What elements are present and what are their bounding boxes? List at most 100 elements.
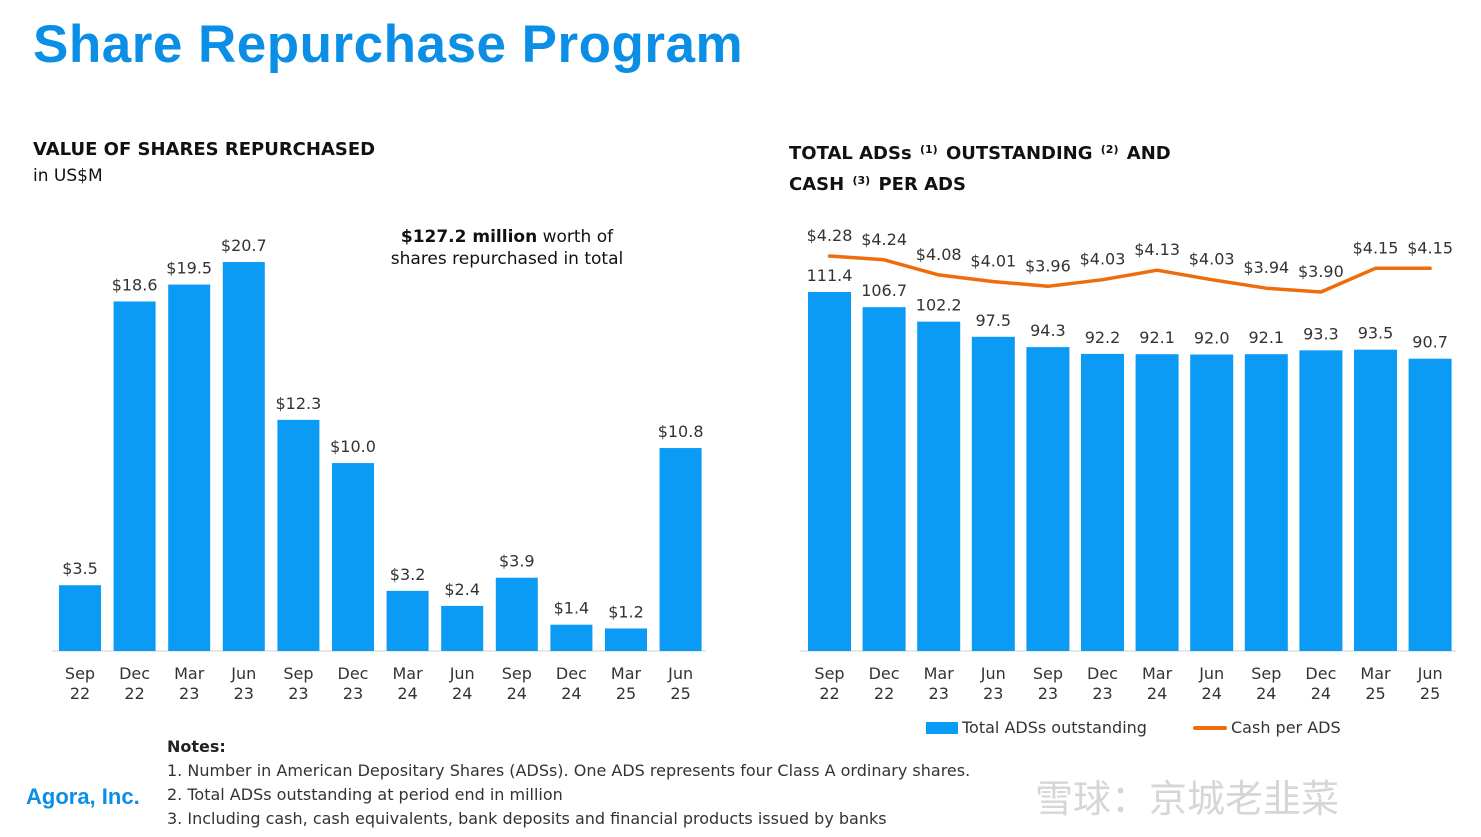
bar — [113, 301, 156, 651]
bar — [1135, 354, 1179, 651]
x-tick-label: 24 — [507, 684, 527, 703]
x-tick-label: 23 — [983, 684, 1003, 703]
x-tick-label: 22 — [819, 684, 839, 703]
x-tick-label: 23 — [234, 684, 254, 703]
legend-bar-entry: Total ADSs outstanding — [926, 718, 1147, 737]
annotation-text-line2: shares repurchased in total — [390, 249, 624, 269]
line-value-label: $4.15 — [1407, 238, 1453, 257]
x-tick-label: Jun — [1417, 664, 1443, 683]
x-tick-label: Dec — [119, 664, 150, 683]
bar — [386, 590, 429, 651]
bar — [495, 577, 538, 651]
bar — [808, 292, 851, 651]
line-point — [1102, 279, 1103, 281]
x-tick-label: 24 — [1147, 684, 1167, 703]
legend-bar-label: Total ADSs outstanding — [962, 718, 1147, 737]
cash-per-ads-line — [827, 254, 1432, 294]
line-point — [938, 274, 940, 276]
x-tick-label: Dec — [1087, 664, 1118, 683]
x-tick-label: Jun — [980, 664, 1006, 683]
title-text-cash: CASH — [789, 174, 845, 195]
left-chart-title: VALUE OF SHARES REPURCHASED — [33, 139, 376, 160]
x-tick-label: Sep — [65, 664, 95, 683]
line-point — [1047, 285, 1049, 287]
bar-value-label: $18.6 — [112, 275, 158, 294]
notes-heading: Notes: — [167, 737, 226, 756]
x-tick-label: 22 — [70, 684, 90, 703]
line-point — [1211, 279, 1213, 281]
x-tick-label: 23 — [1092, 684, 1112, 703]
x-tick-label: Jun — [230, 664, 256, 683]
line-value-label: $3.96 — [1025, 256, 1071, 275]
watermark: 雪球：京城老韭菜 — [1035, 777, 1340, 821]
bar-value-label: 92.0 — [1194, 329, 1230, 348]
bar-value-label: 94.3 — [1030, 321, 1066, 340]
x-tick-label: 23 — [179, 684, 199, 703]
bar — [222, 262, 265, 651]
x-tick-label: 23 — [1038, 684, 1058, 703]
line-value-label: $3.94 — [1243, 258, 1289, 277]
title-text-total-adss: TOTAL ADSs — [789, 143, 912, 164]
bar-value-label: 111.4 — [807, 266, 853, 285]
bar-value-label: $10.0 — [330, 437, 376, 456]
x-tick-label: Sep — [814, 664, 844, 683]
x-tick-label: 24 — [1311, 684, 1331, 703]
x-tick-label: Dec — [338, 664, 369, 683]
bar-value-label: $3.9 — [499, 552, 535, 571]
line-value-label: $3.90 — [1298, 262, 1344, 281]
x-tick-label: 22 — [124, 684, 144, 703]
x-tick-label: Dec — [869, 664, 900, 683]
footnote-ref-1: (1) — [919, 143, 938, 156]
bar — [1244, 354, 1288, 651]
left-bar-chart: $3.5Sep22$18.6Dec22$19.5Mar23$20.7Jun23$… — [52, 236, 706, 703]
x-tick-label: Jun — [449, 664, 475, 683]
x-tick-label: Mar — [924, 664, 955, 683]
bar-value-label: 93.3 — [1303, 324, 1339, 343]
line-point — [829, 255, 830, 257]
line-value-label: $4.03 — [1189, 250, 1235, 269]
bar — [1190, 354, 1234, 651]
line-point — [1429, 267, 1431, 269]
bar — [441, 605, 484, 651]
line-value-label: $4.15 — [1353, 238, 1399, 257]
title-text-outstanding: OUTSTANDING — [945, 143, 1093, 164]
line-value-label: $4.13 — [1134, 240, 1180, 259]
line-point — [1156, 269, 1158, 271]
x-tick-label: Mar — [1360, 664, 1391, 683]
bar — [1408, 358, 1452, 651]
x-tick-label: Sep — [283, 664, 313, 683]
x-tick-label: Jun — [1198, 664, 1224, 683]
bar-value-label: 106.7 — [861, 281, 907, 300]
bar-value-label: 102.2 — [916, 296, 962, 315]
footnote-ref-3: (3) — [852, 174, 871, 187]
x-tick-label: Sep — [1251, 664, 1281, 683]
bar-value-label: 92.2 — [1085, 328, 1121, 347]
x-tick-label: Dec — [556, 664, 587, 683]
x-tick-label: Sep — [1033, 664, 1063, 683]
x-tick-label: Jun — [667, 664, 693, 683]
footnote-ref-2: (2) — [1100, 143, 1119, 156]
note-item: 3. Including cash, cash equivalents, ban… — [167, 809, 887, 828]
bar-value-label: 90.7 — [1412, 333, 1448, 352]
line-point — [883, 259, 885, 261]
bar — [605, 628, 647, 651]
bar — [332, 463, 374, 651]
annotation-total-amount: $127.2 million — [400, 227, 538, 247]
bar — [1026, 347, 1070, 651]
bar-value-label: $10.8 — [658, 422, 704, 441]
bar — [550, 624, 593, 651]
bar — [1081, 353, 1124, 651]
x-tick-label: 25 — [1420, 684, 1440, 703]
legend-line-entry: Cash per ADS — [1193, 718, 1341, 737]
legend-line-label: Cash per ADS — [1231, 718, 1341, 737]
x-tick-label: 24 — [397, 684, 417, 703]
x-tick-label: 25 — [1365, 684, 1385, 703]
x-tick-label: 24 — [1202, 684, 1222, 703]
x-tick-label: 24 — [452, 684, 472, 703]
total-repurchased-annotation: $127.2 million worth of shares repurchas… — [340, 226, 674, 270]
title-text-per-ads: PER ADS — [878, 174, 966, 195]
bar — [1299, 350, 1343, 651]
x-tick-label: 25 — [670, 684, 690, 703]
bar-value-label: $20.7 — [221, 236, 267, 255]
